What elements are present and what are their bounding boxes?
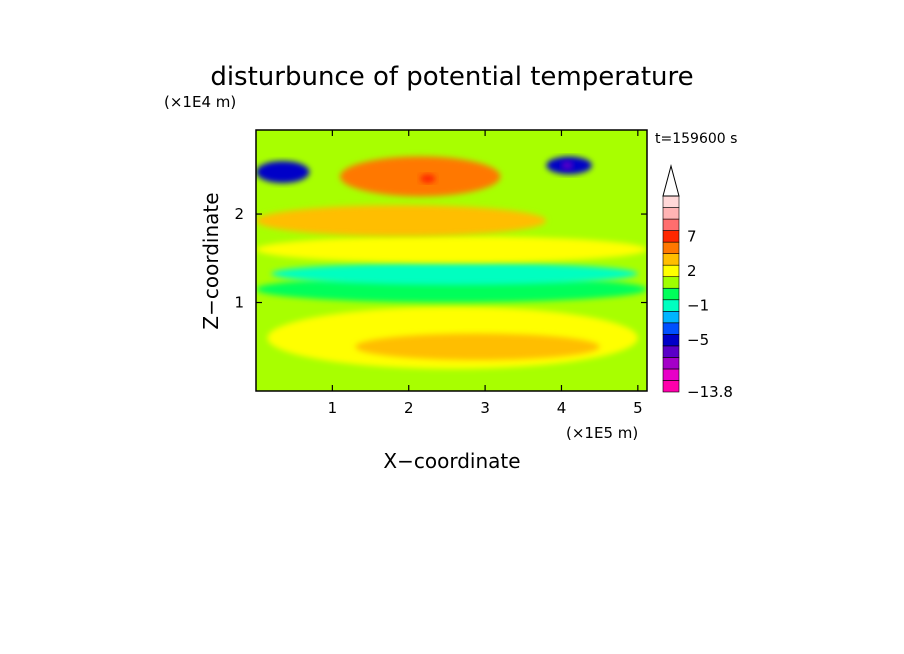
colorbar-swatch (662, 299, 680, 312)
colorbar-swatch (662, 195, 680, 208)
field-upper-orange-band (256, 205, 547, 237)
colorbar-swatch (662, 357, 680, 370)
y-axis-ticks: 12 (234, 205, 647, 312)
colorbar-label: −1 (687, 297, 709, 315)
colorbar-label: 7 (687, 227, 697, 245)
y-tick-label: 2 (234, 205, 244, 223)
x-scale-note: (×1E5 m) (566, 424, 638, 442)
x-tick-label: 1 (328, 399, 338, 417)
colorbar: −13.8 −5 −1 2 7 (662, 164, 733, 401)
field-layer (256, 130, 647, 391)
colorbar-swatch (662, 380, 680, 393)
x-axis-label: X−coordinate (383, 449, 520, 473)
y-scale-note: (×1E4 m) (164, 93, 236, 111)
colorbar-swatch (662, 287, 680, 301)
y-axis-label: Z−coordinate (199, 192, 223, 329)
colorbar-swatch (662, 334, 680, 347)
field-dome-red-peak (420, 174, 436, 184)
field-right-purple-core (561, 160, 573, 170)
x-tick-label: 4 (557, 399, 567, 417)
colorbar-swatch (662, 253, 680, 266)
x-tick-label: 2 (404, 399, 414, 417)
colorbar-extension-arrow (662, 164, 680, 197)
colorbar-swatch (662, 218, 680, 231)
x-tick-label: 3 (480, 399, 490, 417)
colorbar-swatch (662, 345, 680, 358)
y-tick-label: 1 (234, 294, 244, 312)
x-axis-ticks: 1 2 3 4 5 (328, 130, 643, 417)
colorbar-swatch (662, 230, 680, 243)
chart-title: disturbunce of potential temperature (210, 62, 693, 92)
colorbar-swatch (662, 368, 680, 381)
field-cyan-band (271, 262, 638, 285)
colorbar-label: −13.8 (687, 383, 733, 401)
colorbar-label: −5 (687, 331, 709, 349)
colorbar-label: 2 (687, 262, 697, 280)
field-dome-orange (340, 156, 501, 197)
colorbar-swatch (662, 276, 680, 289)
colorbar-swatch (662, 322, 680, 335)
colorbar-swatch (662, 310, 680, 324)
time-label: t=159600 s (655, 131, 737, 147)
x-tick-label: 5 (633, 399, 643, 417)
plot-frame (255, 129, 648, 392)
field-upper-yellow-band (256, 236, 647, 263)
field-left-blue-core (256, 160, 310, 184)
colorbar-swatch (662, 207, 680, 220)
colorbar-swatch (662, 264, 680, 278)
field-lower-orange-band (355, 333, 600, 361)
colorbar-swatch (662, 241, 680, 254)
